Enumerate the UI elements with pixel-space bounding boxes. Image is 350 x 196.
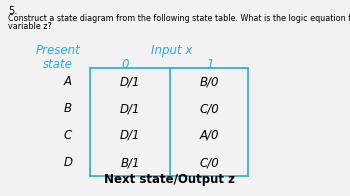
Text: C/0: C/0 [199, 102, 219, 115]
Text: D/1: D/1 [120, 129, 140, 142]
Text: 1: 1 [206, 58, 214, 71]
Text: B/1: B/1 [120, 156, 140, 169]
Text: D/1: D/1 [120, 102, 140, 115]
Text: D/1: D/1 [120, 75, 140, 88]
Text: Present: Present [36, 44, 80, 57]
Text: 5.: 5. [8, 6, 17, 16]
Text: C: C [64, 129, 72, 142]
Text: C/0: C/0 [199, 156, 219, 169]
Text: B/0: B/0 [199, 75, 219, 88]
Text: B: B [64, 102, 72, 115]
Text: state: state [43, 58, 73, 71]
Text: variable z?: variable z? [8, 22, 52, 31]
Text: A/0: A/0 [199, 129, 219, 142]
Text: A: A [64, 75, 72, 88]
Text: Next state/Output z: Next state/Output z [104, 173, 234, 186]
Text: 0: 0 [121, 58, 129, 71]
Text: Construct a state diagram from the following state table. What is the logic equa: Construct a state diagram from the follo… [8, 14, 350, 23]
Text: Input x: Input x [151, 44, 193, 57]
Text: D: D [63, 156, 72, 169]
